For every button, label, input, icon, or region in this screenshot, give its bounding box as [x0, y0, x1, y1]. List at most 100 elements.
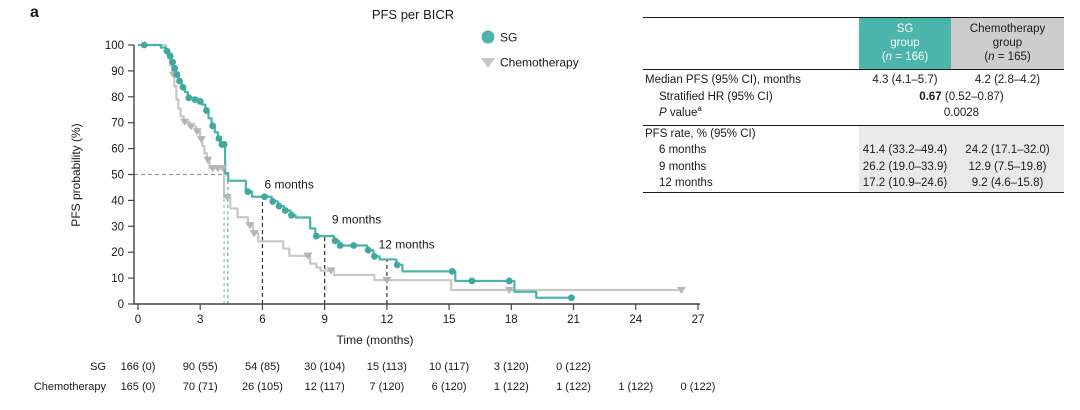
at-risk-value: 6 (120) [432, 381, 467, 393]
row-stratified-hr: Stratified HR (95% CI) 0.67 (0.52–0.87) [643, 89, 1064, 106]
censor-circle [281, 207, 289, 214]
censor-triangle [218, 165, 228, 173]
censor-circle [196, 98, 204, 105]
at-risk-value: 1 (122) [618, 381, 653, 393]
censor-triangle [192, 128, 202, 136]
censor-triangle [203, 156, 213, 164]
censor-triangle [676, 286, 686, 295]
chemotherapy-censor-marks [168, 71, 686, 295]
x-tick-label: 0 [135, 314, 141, 326]
x-tick-label: 12 [380, 314, 393, 326]
censor-triangle [196, 136, 206, 144]
censor-circle [269, 198, 277, 205]
y-tick-label: 40 [111, 195, 124, 207]
results-table-section-top: Median PFS (95% CI), months 4.3 (4.1–5.7… [643, 69, 1064, 125]
p-value: 0.0028 [943, 107, 980, 119]
censor-triangle [249, 230, 259, 238]
legend: SG Chemotherapy [481, 30, 579, 70]
censor-circle [169, 58, 177, 66]
y-tick-label: 30 [111, 221, 124, 233]
at-risk-value: 3 (120) [494, 361, 529, 373]
at-risk-value: 7 (120) [369, 381, 404, 393]
sg-censor-marks [140, 41, 575, 302]
censor-circle [166, 52, 174, 60]
x-tick-label: 15 [443, 314, 456, 326]
legend-chemotherapy-marker [481, 58, 495, 68]
y-tick-label: 0 [118, 299, 124, 311]
at-risk-row-label: SG [90, 361, 106, 373]
censor-circle [191, 96, 199, 104]
censor-triangle [382, 276, 392, 285]
row-rate-6-months: 6 months 41.4 (33.2–49.4) 24.2 (17.1–32.… [643, 142, 1064, 159]
at-risk-value: 70 (71) [183, 381, 218, 393]
at-risk-row-label: Chemotherapy [34, 381, 107, 393]
censor-circle [468, 277, 476, 285]
x-tick-label: 3 [197, 314, 203, 326]
y-tick-label: 70 [111, 118, 124, 130]
legend-label: Chemotherapy [500, 56, 579, 70]
censor-circle [371, 252, 378, 260]
y-tick-label: 100 [105, 40, 124, 52]
rate9-sg-value: 26.2 (19.0–33.9) [859, 158, 951, 175]
at-risk-value: 15 (113) [367, 361, 407, 373]
at-risk-value: 0 (122) [556, 361, 591, 373]
censor-circle [261, 193, 268, 201]
censor-triangle [303, 252, 313, 260]
censor-circle [140, 41, 148, 49]
at-risk-value: 12 (117) [305, 381, 345, 393]
x-tick-label: 21 [567, 314, 580, 326]
y-tick-label: 50 [111, 170, 124, 182]
axes: 0 10 20 30 40 50 60 70 80 90 100 0 3 6 9 12 15 18 21 24 27 Ti… [69, 40, 704, 347]
chart-title: PFS per BICR [372, 7, 454, 22]
median-chemo-value: 4.2 (2.8–4.2) [974, 74, 1041, 86]
results-table-section-rates: PFS rate, % (95% CI) 6 months 41.4 (33.2… [643, 124, 1064, 193]
x-tick-label: 18 [505, 314, 518, 326]
legend-label: SG [500, 31, 517, 45]
censor-circle [215, 135, 223, 142]
at-risk-value: 1 (122) [556, 381, 591, 393]
censor-triangle [180, 118, 190, 126]
row-median-pfs: Median PFS (95% CI), months 4.3 (4.1–5.7… [643, 72, 1064, 89]
censor-circle [220, 141, 228, 148]
censor-triangle [245, 222, 255, 230]
censor-circle [505, 277, 513, 285]
y-tick-label: 90 [111, 66, 124, 78]
x-axis-title: Time (months) [337, 333, 414, 347]
at-risk-value: 90 (55) [183, 361, 218, 373]
censor-triangle [326, 267, 336, 275]
at-risk-value: 166 (0) [121, 361, 156, 373]
annotation-9-months: 9 months [332, 213, 381, 227]
rate12-sg-value: 17.2 (10.9–24.6) [859, 175, 951, 192]
censor-triangle [504, 286, 514, 295]
censor-circle [209, 122, 217, 130]
hr-value: 0.67 (0.52–0.87) [919, 90, 1004, 103]
rate6-chemo-value: 24.2 (17.1–32.0) [951, 142, 1064, 159]
censor-circle [176, 77, 183, 85]
row-pfs-rate-header: PFS rate, % (95% CI) [643, 125, 1064, 142]
header-chemotherapy-group: Chemotherapy group (n = 165) [951, 18, 1064, 69]
at-risk-value: 165 (0) [121, 381, 156, 393]
censor-triangle [186, 123, 196, 131]
y-axis-title: PFS probability (%) [69, 123, 83, 226]
censor-circle [364, 246, 372, 254]
header-sg-group: SG group (n = 166) [859, 18, 951, 69]
reference-guides [134, 173, 388, 304]
censor-circle [203, 107, 210, 114]
row-p-value: P valuea 0.0028 [643, 105, 1064, 122]
pfs-km-chart: PFS per BICR 0 10 20 30 40 50 60 70 80 90 100 0 3 6 9 12… [34, 7, 716, 393]
at-risk-value: 54 (85) [245, 361, 280, 373]
pfs-results-table: SG group (n = 166) Chemotherapy group (n… [643, 17, 1064, 193]
censor-circle [350, 242, 358, 249]
censor-circle [448, 267, 456, 275]
row-rate-12-months: 12 months 17.2 (10.9–24.6) 9.2 (4.6–15.8… [643, 175, 1064, 192]
median-sg-value: 4.3 (4.1–5.7) [872, 74, 938, 86]
at-risk-value: 10 (117) [429, 361, 469, 373]
censor-circle [331, 237, 339, 245]
censor-circle [185, 94, 193, 102]
at-risk-table: SG 166 (0) 90 (55) 54 (85) 30 (104) 15 (113) 1… [34, 361, 716, 393]
annotation-6-months: 6 months [265, 178, 314, 192]
x-tick-label: 9 [321, 314, 327, 326]
censor-circle [173, 71, 181, 78]
rate9-chemo-value: 12.9 (7.5–19.8) [951, 158, 1064, 175]
